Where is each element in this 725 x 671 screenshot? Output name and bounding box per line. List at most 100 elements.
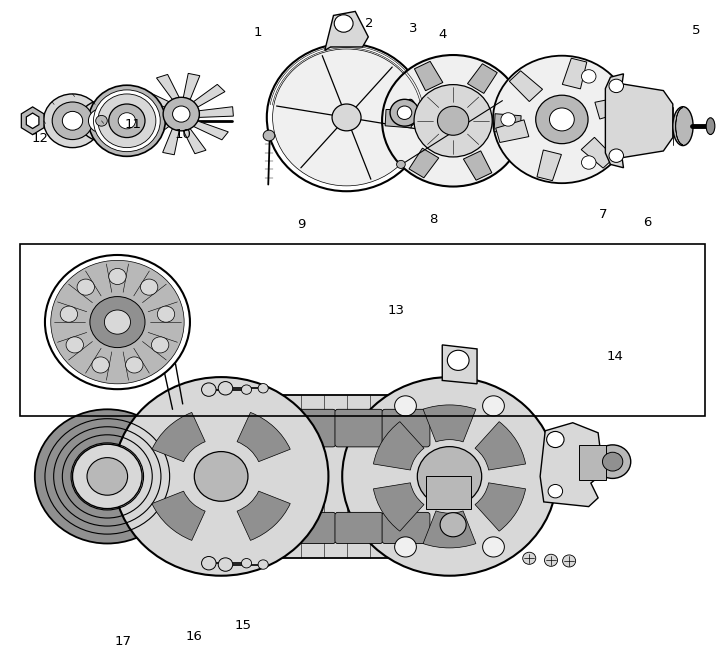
Circle shape [414,85,492,157]
Circle shape [342,377,557,576]
Polygon shape [563,58,587,89]
Circle shape [544,554,558,566]
Circle shape [390,99,419,126]
Circle shape [258,384,268,393]
Circle shape [141,279,158,295]
Polygon shape [595,97,628,119]
Wedge shape [373,483,424,531]
Wedge shape [373,421,424,470]
Circle shape [125,357,143,373]
Polygon shape [540,423,603,507]
Circle shape [118,113,136,129]
Circle shape [218,382,233,395]
FancyBboxPatch shape [382,513,430,544]
Circle shape [394,396,416,416]
Text: 4: 4 [438,28,447,42]
Circle shape [397,160,405,168]
Circle shape [92,357,109,373]
Circle shape [523,552,536,564]
Circle shape [77,279,94,295]
Text: 14: 14 [606,350,624,364]
Circle shape [241,385,252,395]
Circle shape [581,70,596,83]
Circle shape [194,452,248,501]
Polygon shape [162,129,179,155]
Wedge shape [237,491,290,540]
Circle shape [609,149,624,162]
Circle shape [418,447,481,506]
Circle shape [152,337,169,353]
Circle shape [397,106,412,119]
Text: 7: 7 [599,208,608,221]
Circle shape [332,104,361,131]
Text: 13: 13 [387,303,405,317]
Circle shape [157,306,175,322]
Circle shape [45,255,190,389]
FancyBboxPatch shape [335,513,383,544]
Circle shape [263,130,275,141]
Circle shape [483,396,505,416]
Text: 17: 17 [115,635,132,648]
Polygon shape [194,85,225,107]
Circle shape [241,558,252,568]
Polygon shape [183,129,206,154]
Circle shape [88,85,165,156]
Circle shape [96,115,107,126]
Circle shape [163,97,199,131]
Text: 8: 8 [429,213,438,226]
Text: 12: 12 [31,132,49,146]
Circle shape [87,458,128,495]
Circle shape [98,94,156,148]
Wedge shape [423,405,476,442]
Polygon shape [26,113,39,129]
Circle shape [536,95,588,144]
Wedge shape [237,413,290,462]
Circle shape [483,537,505,557]
Polygon shape [442,345,477,384]
Text: 6: 6 [643,216,652,229]
FancyBboxPatch shape [288,513,336,544]
Circle shape [273,49,420,186]
Polygon shape [496,120,529,142]
Ellipse shape [706,118,715,135]
Circle shape [437,106,469,136]
FancyBboxPatch shape [382,409,430,447]
Bar [20,244,705,416]
Circle shape [114,377,328,576]
Text: 2: 2 [365,17,374,30]
Polygon shape [468,64,497,93]
Polygon shape [385,109,412,128]
Circle shape [447,350,469,370]
Circle shape [218,558,233,571]
Text: 15: 15 [234,619,252,632]
Circle shape [90,297,145,348]
FancyBboxPatch shape [335,409,383,447]
Circle shape [394,537,416,557]
Circle shape [44,94,102,148]
Text: 1: 1 [253,25,262,39]
Circle shape [334,15,353,32]
Circle shape [80,101,123,141]
Text: 9: 9 [297,218,305,231]
Polygon shape [415,61,443,91]
Polygon shape [183,73,200,99]
Circle shape [501,113,515,126]
Polygon shape [129,111,163,121]
Ellipse shape [673,107,693,146]
FancyBboxPatch shape [241,409,289,447]
Bar [579,445,606,480]
Circle shape [51,260,184,384]
Circle shape [594,445,631,478]
Text: 3: 3 [409,21,418,35]
Polygon shape [325,11,368,50]
Circle shape [493,56,631,183]
Circle shape [72,444,142,509]
Circle shape [602,452,623,471]
Wedge shape [152,413,205,462]
Polygon shape [463,151,492,180]
Text: 10: 10 [174,127,191,141]
Circle shape [547,431,564,448]
Circle shape [109,104,145,138]
Circle shape [258,560,268,569]
Circle shape [94,90,160,152]
